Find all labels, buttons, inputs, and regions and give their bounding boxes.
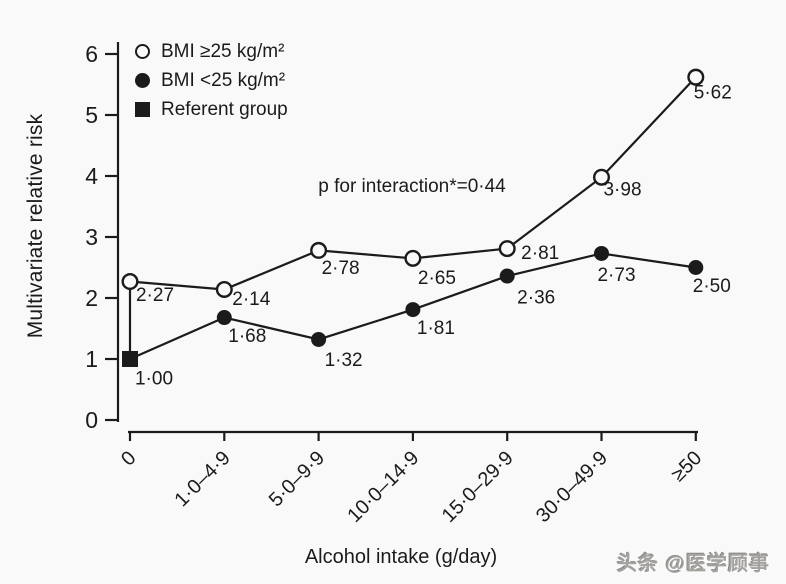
y-axis-title: Multivariate relative risk [24, 113, 47, 339]
point-value-label: 5·62 [694, 83, 732, 104]
y-axis-tick-label: 6 [85, 41, 98, 67]
x-axis-title: Alcohol intake (g/day) [304, 546, 498, 568]
open-circle-marker [498, 240, 516, 258]
x-axis-tick-label: 1·0–4·9 [171, 447, 235, 511]
point-value-label: 2·27 [136, 285, 174, 306]
filled-square-icon [135, 102, 150, 117]
point-value-label: 2·36 [517, 288, 555, 309]
filled-circle-marker [688, 260, 704, 275]
point-value-label: 1·00 [135, 369, 173, 390]
y-axis-tick-label: 3 [85, 224, 98, 250]
point-value-label: 1·32 [325, 350, 363, 371]
legend: BMI ≥25 kg/m² BMI <25 kg/m² Referent gro… [135, 37, 288, 124]
y-axis-tick-label: 4 [85, 163, 98, 189]
filled-circle-marker [216, 310, 232, 326]
y-axis-tick-label: 5 [85, 102, 98, 128]
filled-circle-marker [405, 302, 421, 318]
y-axis-tick-label: 0 [85, 407, 98, 433]
point-value-label: 2·78 [322, 258, 360, 279]
point-value-label: 1·68 [228, 326, 266, 347]
open-circle-marker [121, 273, 139, 291]
point-value-label: 2·73 [597, 265, 635, 286]
legend-label: BMI ≥25 kg/m² [161, 40, 285, 62]
x-axis-tick-label: 10·0–14·9 [343, 447, 423, 527]
filled-circle-marker [594, 245, 609, 261]
y-axis-tick-label: 2 [85, 285, 98, 311]
y-axis-tick-label: 1 [85, 346, 98, 372]
filled-circle-marker [499, 268, 515, 284]
open-circle-icon [135, 44, 150, 59]
point-value-label: 1·81 [417, 318, 455, 339]
legend-item-bmi-ge-25: BMI ≥25 kg/m² [135, 37, 288, 66]
x-axis-tick-label: ≥50 [667, 447, 706, 486]
legend-item-referent: Referent group [135, 95, 288, 124]
point-value-label: 2·81 [521, 243, 559, 264]
point-value-label: 3·98 [603, 180, 641, 201]
legend-label: BMI <25 kg/m² [161, 69, 286, 91]
watermark: 头条 @医学顾事 [616, 553, 770, 575]
point-value-label: 2·50 [693, 276, 731, 297]
legend-item-bmi-lt-25: BMI <25 kg/m² [135, 66, 288, 95]
referent-square-marker [122, 351, 138, 367]
filled-circle-icon [135, 73, 150, 88]
filled-circle-marker [311, 331, 327, 347]
open-circle-marker [215, 280, 233, 298]
x-axis-tick-label: 30·0–49·9 [532, 447, 612, 527]
point-value-label: 2·65 [418, 268, 456, 289]
open-circle-marker [310, 241, 328, 259]
x-axis-tick-label: 5·0–9·9 [265, 447, 329, 511]
open-circle-marker [593, 168, 611, 186]
open-circle-marker [687, 68, 705, 86]
x-axis-tick-label: 15·0–29·9 [438, 447, 518, 527]
open-circle-marker [404, 249, 422, 267]
x-axis-tick-label: 0 [117, 447, 140, 470]
legend-label: Referent group [161, 98, 288, 120]
annotation-p-for-interaction: p for interaction*=0·44 [318, 176, 506, 197]
point-value-label: 2·14 [232, 289, 270, 310]
